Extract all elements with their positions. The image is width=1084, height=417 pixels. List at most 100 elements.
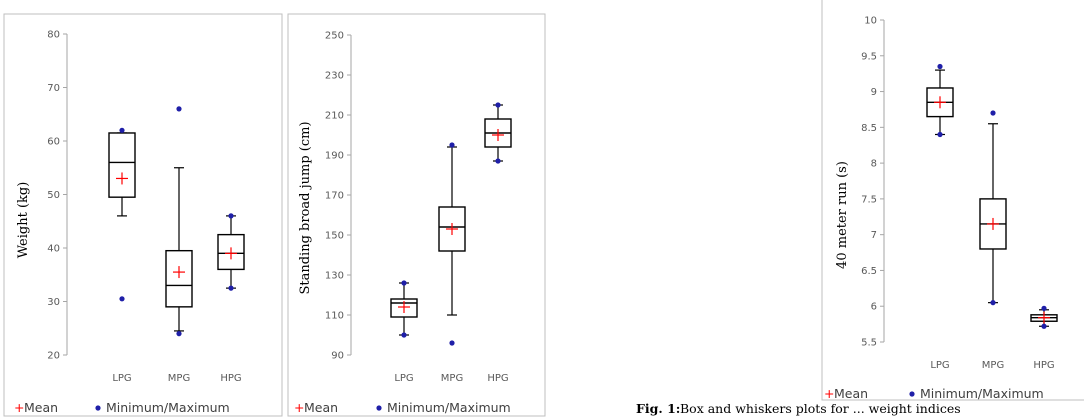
y-tick-label: 130 <box>325 271 344 282</box>
box-lpg <box>108 127 136 302</box>
maximum-point <box>119 127 125 133</box>
y-tick-label: 7.5 <box>861 194 877 205</box>
box-marks <box>108 106 245 337</box>
y-tick-label: 8.5 <box>861 123 877 134</box>
y-tick-label: 9.5 <box>861 51 877 62</box>
y-axis: 20 30 40 50 60 70 80 LPG MPG HPG <box>47 30 241 385</box>
y-tick-label: 30 <box>47 297 60 308</box>
y-tick-label: 5.5 <box>861 338 877 349</box>
box-lpg <box>390 280 418 338</box>
box-mpg <box>165 106 193 337</box>
x-category-label: MPG <box>982 360 1004 371</box>
maximum-point <box>449 142 455 148</box>
y-tick-label: 170 <box>325 191 344 202</box>
box-lpg <box>926 63 954 138</box>
minimum-point <box>495 158 501 164</box>
minimum-point <box>228 285 234 291</box>
y-tick-label: 9 <box>871 87 877 98</box>
minmax-legend-label: Minimum/Maximum <box>920 386 1044 401</box>
y-tick-label: 6.5 <box>861 266 877 277</box>
x-category-label: MPG <box>168 373 190 384</box>
mean-marker <box>987 217 999 230</box>
y-tick-label: 8 <box>871 159 877 170</box>
caption-label: Fig. 1: <box>636 401 680 416</box>
mean-legend-label: Mean <box>304 400 338 415</box>
y-axis-label: 40 meter run (s) <box>835 161 850 269</box>
mean-legend-symbol: + <box>14 400 24 415</box>
y-tick-label: 20 <box>47 351 60 362</box>
mean-legend-symbol: + <box>824 386 834 401</box>
maximum-point <box>990 110 996 116</box>
box-hpg <box>1030 305 1058 329</box>
panel-weight: 20 30 40 50 60 70 80 LPG MPG HPG Weight (kg) + Me… <box>3 13 283 417</box>
y-axis-label: Weight (kg) <box>16 182 31 259</box>
maximum-point <box>495 102 501 108</box>
x-category-label: HPG <box>487 373 508 384</box>
y-tick-label: 70 <box>47 83 60 94</box>
y-tick-label: 190 <box>325 151 344 162</box>
mean-legend-symbol: + <box>294 400 304 415</box>
y-tick-label: 110 <box>325 311 344 322</box>
mean-marker <box>225 247 237 260</box>
minimum-point <box>990 300 996 306</box>
mean-marker <box>398 301 410 313</box>
minmax-legend-label: Minimum/Maximum <box>106 400 230 415</box>
panel-frame <box>287 13 546 417</box>
minimum-point <box>1041 323 1047 329</box>
y-tick-label: 230 <box>325 71 344 82</box>
panel-frame <box>3 13 283 417</box>
iqr-box <box>108 132 136 198</box>
minmax-legend-symbol <box>909 391 915 397</box>
minimum-point <box>176 331 182 337</box>
mean-marker <box>492 129 504 141</box>
maximum-point <box>1041 305 1047 311</box>
minimum-point <box>401 332 407 338</box>
panel-40-meter-run: 5.5 6 6.5 7 7.5 8 8.5 9 9.5 10 LPG MPG HPG 40 meter … <box>821 0 1084 401</box>
y-tick-label: 210 <box>325 111 344 122</box>
figure-caption: Fig. 1: Box and whiskers plots for ... w… <box>636 401 961 416</box>
y-tick-label: 10 <box>864 16 877 27</box>
minmax-legend-symbol <box>95 405 101 411</box>
x-category-label: LPG <box>112 373 131 384</box>
y-tick-label: 150 <box>325 231 344 242</box>
x-category-label: MPG <box>441 373 463 384</box>
mean-marker <box>116 172 128 185</box>
legend: + Mean Minimum/Maximum <box>294 400 511 415</box>
box-hpg <box>217 213 245 291</box>
caption-text: Box and whiskers plots for ... weight in… <box>680 401 961 416</box>
maximum-point <box>937 63 943 70</box>
y-tick-label: 250 <box>325 31 344 42</box>
box-marks <box>390 102 512 346</box>
minimum-point <box>119 296 125 302</box>
x-category-label: HPG <box>220 373 241 384</box>
panel-standing-broad-jump: 90 110 130 150 170 190 210 230 250 LPG MPG HPG Stan… <box>287 13 546 417</box>
y-tick-label: 7 <box>871 230 877 241</box>
minmax-legend-symbol <box>376 405 382 411</box>
y-axis-label: Standing broad jump (cm) <box>298 121 313 294</box>
maximum-point <box>176 106 182 112</box>
mean-marker <box>446 223 458 235</box>
box-hpg <box>484 102 512 164</box>
panel-frame <box>821 0 1084 401</box>
maximum-point <box>228 213 234 219</box>
minmax-legend-label: Minimum/Maximum <box>387 400 511 415</box>
y-tick-label: 40 <box>47 244 60 255</box>
y-axis: 5.5 6 6.5 7 7.5 8 8.5 9 9.5 10 LPG MPG HPG <box>861 16 1055 372</box>
box-mpg <box>979 110 1007 306</box>
y-tick-label: 90 <box>331 351 344 362</box>
mean-marker <box>934 96 946 109</box>
minimum-point <box>449 340 455 346</box>
y-axis: 90 110 130 150 170 190 210 230 250 LPG MPG HPG <box>325 31 509 385</box>
box-marks <box>926 63 1058 329</box>
iqr-box <box>165 249 193 308</box>
legend: + Mean Minimum/Maximum <box>824 386 1044 401</box>
x-category-label: LPG <box>394 373 413 384</box>
x-category-label: LPG <box>930 360 949 371</box>
y-tick-label: 50 <box>47 190 60 201</box>
y-tick-label: 80 <box>47 30 60 41</box>
maximum-point <box>401 280 407 286</box>
legend: + Mean Minimum/Maximum <box>14 400 230 415</box>
box-mpg <box>438 142 466 346</box>
mean-legend-label: Mean <box>24 400 58 415</box>
